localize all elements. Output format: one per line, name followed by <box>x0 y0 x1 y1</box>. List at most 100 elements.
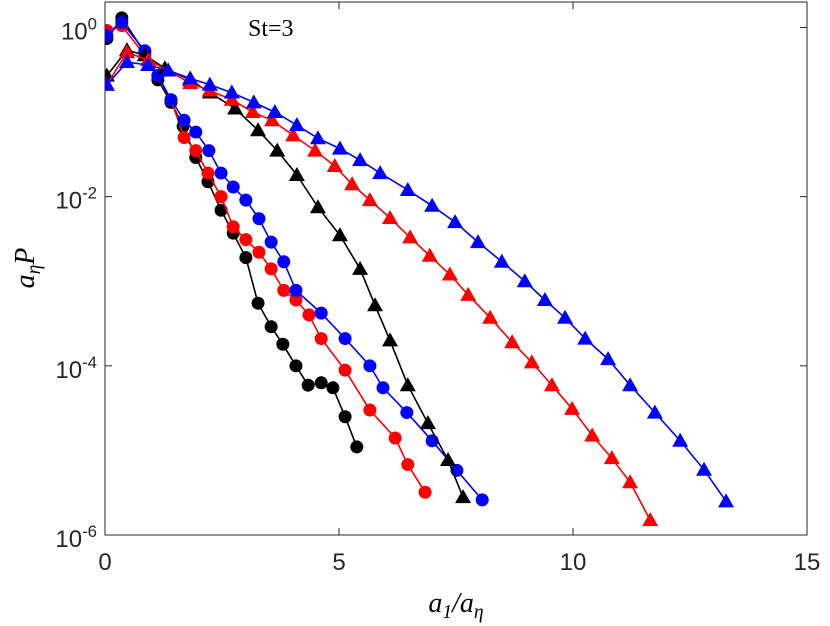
triangle-marker <box>118 54 135 69</box>
triangle-marker <box>309 130 326 145</box>
series-line <box>106 51 651 521</box>
triangle-marker <box>557 309 574 324</box>
circle-marker <box>264 320 278 334</box>
circle-marker <box>338 410 352 424</box>
triangle-marker <box>564 400 581 415</box>
circle-marker <box>418 485 432 499</box>
circle-marker <box>105 29 114 43</box>
circle-marker <box>189 144 203 158</box>
triangle-marker <box>402 229 419 244</box>
circle-marker <box>277 255 291 269</box>
circle-marker <box>201 166 215 180</box>
circle-marker <box>251 296 265 310</box>
annotation: St=3 <box>248 16 294 42</box>
triangle-marker <box>577 330 594 345</box>
triangle-marker <box>419 415 436 430</box>
triangle-marker <box>718 493 735 508</box>
circle-marker <box>326 381 340 395</box>
x-tick-label: 5 <box>332 549 345 576</box>
circle-marker <box>314 376 328 390</box>
circle-marker <box>289 293 303 307</box>
triangle-marker <box>603 450 620 465</box>
triangle-marker <box>441 266 458 281</box>
triangle-marker <box>516 273 533 288</box>
circle-marker <box>301 378 315 392</box>
circle-marker <box>202 144 216 158</box>
triangle-marker <box>460 286 477 301</box>
circle-marker <box>363 359 377 373</box>
triangle-marker <box>118 44 135 59</box>
circle-marker <box>388 431 402 445</box>
circle-marker <box>177 113 191 127</box>
triangle-marker <box>424 197 441 212</box>
triangle-marker <box>331 227 348 242</box>
y-tick-label: 10-4 <box>55 353 97 384</box>
circle-marker <box>189 125 203 139</box>
triangle-marker <box>399 181 416 196</box>
triangle-marker <box>455 489 472 504</box>
triangle-marker <box>331 140 348 155</box>
triangle-marker <box>493 253 510 268</box>
triangle-marker <box>584 427 601 442</box>
triangle-marker <box>622 474 639 489</box>
triangle-marker <box>367 297 384 312</box>
triangle-marker <box>223 91 240 106</box>
circle-marker <box>226 220 240 234</box>
triangle-marker <box>266 104 283 119</box>
triangle-marker <box>227 100 244 115</box>
triangle-marker <box>622 377 639 392</box>
circle-marker <box>239 233 253 247</box>
triangle-marker <box>160 62 177 77</box>
circle-marker <box>376 381 390 395</box>
circle-marker <box>177 131 191 145</box>
y-tick-label: 10-2 <box>55 184 97 215</box>
circle-marker <box>350 440 364 454</box>
circle-marker <box>289 283 303 297</box>
triangle-marker <box>672 432 689 447</box>
x-tick-label: 10 <box>560 549 587 576</box>
circle-marker <box>401 458 415 472</box>
circle-marker <box>214 190 228 204</box>
triangle-marker <box>245 94 262 109</box>
triangle-marker <box>382 332 399 347</box>
circle-marker <box>338 363 352 377</box>
triangle-marker <box>543 377 560 392</box>
triangle-marker <box>696 461 713 476</box>
triangle-marker <box>536 291 553 306</box>
triangle-marker <box>399 377 416 392</box>
axes-box <box>104 1 808 536</box>
triangle-marker <box>642 512 659 527</box>
triangle-marker <box>288 167 305 182</box>
triangle-marker <box>523 354 540 369</box>
x-tick-label: 15 <box>794 549 821 576</box>
circle-marker <box>475 493 489 507</box>
circle-marker <box>252 245 266 259</box>
circle-marker <box>264 262 278 276</box>
circle-marker <box>363 403 377 417</box>
triangle-marker <box>440 452 457 467</box>
circle-marker <box>277 283 291 297</box>
triangle-marker <box>447 214 464 229</box>
circle-marker <box>214 203 228 217</box>
triangle-marker <box>482 309 499 324</box>
circle-marker <box>164 93 178 107</box>
x-axis-label: a1/aη <box>428 588 483 623</box>
circle-marker <box>239 193 253 207</box>
circle-marker <box>214 166 228 180</box>
triangle-marker <box>344 176 361 191</box>
triangle-marker <box>250 122 267 137</box>
triangle-marker <box>140 56 157 71</box>
triangle-marker <box>352 260 369 275</box>
circle-marker <box>264 235 278 249</box>
triangle-marker <box>382 209 399 224</box>
triangle-marker <box>309 199 326 214</box>
triangle-marker <box>307 142 324 157</box>
triangle-marker <box>223 84 240 99</box>
circle-marker <box>115 15 129 29</box>
circle-marker <box>226 180 240 194</box>
triangle-marker <box>361 192 378 207</box>
triangle-marker <box>352 152 369 167</box>
triangle-marker <box>504 334 521 349</box>
circle-marker <box>239 251 253 265</box>
